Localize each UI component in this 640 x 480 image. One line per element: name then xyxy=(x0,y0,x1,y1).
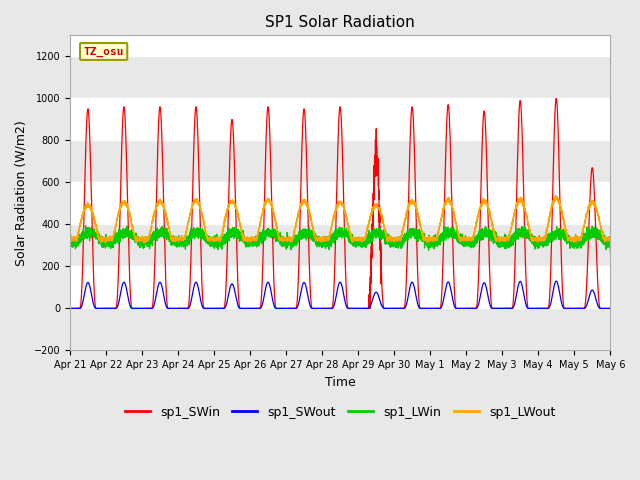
sp1_SWin xyxy=(584,260,591,266)
sp1_SWin xyxy=(607,305,614,311)
Bar xyxy=(70,224,611,266)
sp1_LWin xyxy=(461,238,468,244)
sp1_LWout xyxy=(250,236,257,241)
sp1_LWout xyxy=(552,193,559,199)
sp1_SWout xyxy=(476,294,484,300)
sp1_SWout xyxy=(607,305,614,311)
sp1_LWin xyxy=(476,231,484,237)
sp1_SWout xyxy=(552,278,560,284)
Bar xyxy=(70,140,611,182)
sp1_SWin xyxy=(66,305,74,311)
sp1_SWin xyxy=(322,305,330,311)
sp1_LWout xyxy=(322,236,330,242)
sp1_LWin xyxy=(577,240,585,246)
sp1_LWout xyxy=(577,237,585,242)
sp1_LWin xyxy=(250,240,257,246)
sp1_SWin xyxy=(577,305,585,311)
sp1_SWout xyxy=(322,305,330,311)
sp1_SWout xyxy=(461,305,468,311)
sp1_LWin xyxy=(607,249,614,254)
sp1_LWout xyxy=(607,243,614,249)
sp1_SWin xyxy=(552,96,560,101)
Bar xyxy=(70,56,611,98)
sp1_SWin xyxy=(476,220,484,226)
sp1_SWin xyxy=(461,305,468,311)
Legend: sp1_SWin, sp1_SWout, sp1_LWin, sp1_LWout: sp1_SWin, sp1_SWout, sp1_LWin, sp1_LWout xyxy=(120,401,560,424)
sp1_SWout xyxy=(577,305,585,311)
sp1_SWout xyxy=(584,300,591,305)
sp1_SWout xyxy=(66,305,74,311)
sp1_LWin xyxy=(322,240,330,246)
sp1_LWout xyxy=(66,236,74,242)
sp1_SWout xyxy=(250,305,257,311)
Line: sp1_LWin: sp1_LWin xyxy=(70,226,611,252)
Bar xyxy=(70,308,611,350)
X-axis label: Time: Time xyxy=(324,376,355,389)
sp1_LWout xyxy=(476,206,484,212)
Title: SP1 Solar Radiation: SP1 Solar Radiation xyxy=(265,15,415,30)
sp1_SWin xyxy=(250,305,257,311)
Text: TZ_osu: TZ_osu xyxy=(83,47,124,57)
Y-axis label: Solar Radiation (W/m2): Solar Radiation (W/m2) xyxy=(15,120,28,266)
Line: sp1_LWout: sp1_LWout xyxy=(70,196,611,246)
Line: sp1_SWout: sp1_SWout xyxy=(70,281,611,308)
sp1_LWin xyxy=(66,238,74,244)
sp1_LWin xyxy=(82,223,90,228)
sp1_LWout xyxy=(584,207,591,213)
sp1_LWout xyxy=(461,237,468,243)
Line: sp1_SWin: sp1_SWin xyxy=(70,98,611,308)
sp1_LWin xyxy=(584,236,591,241)
